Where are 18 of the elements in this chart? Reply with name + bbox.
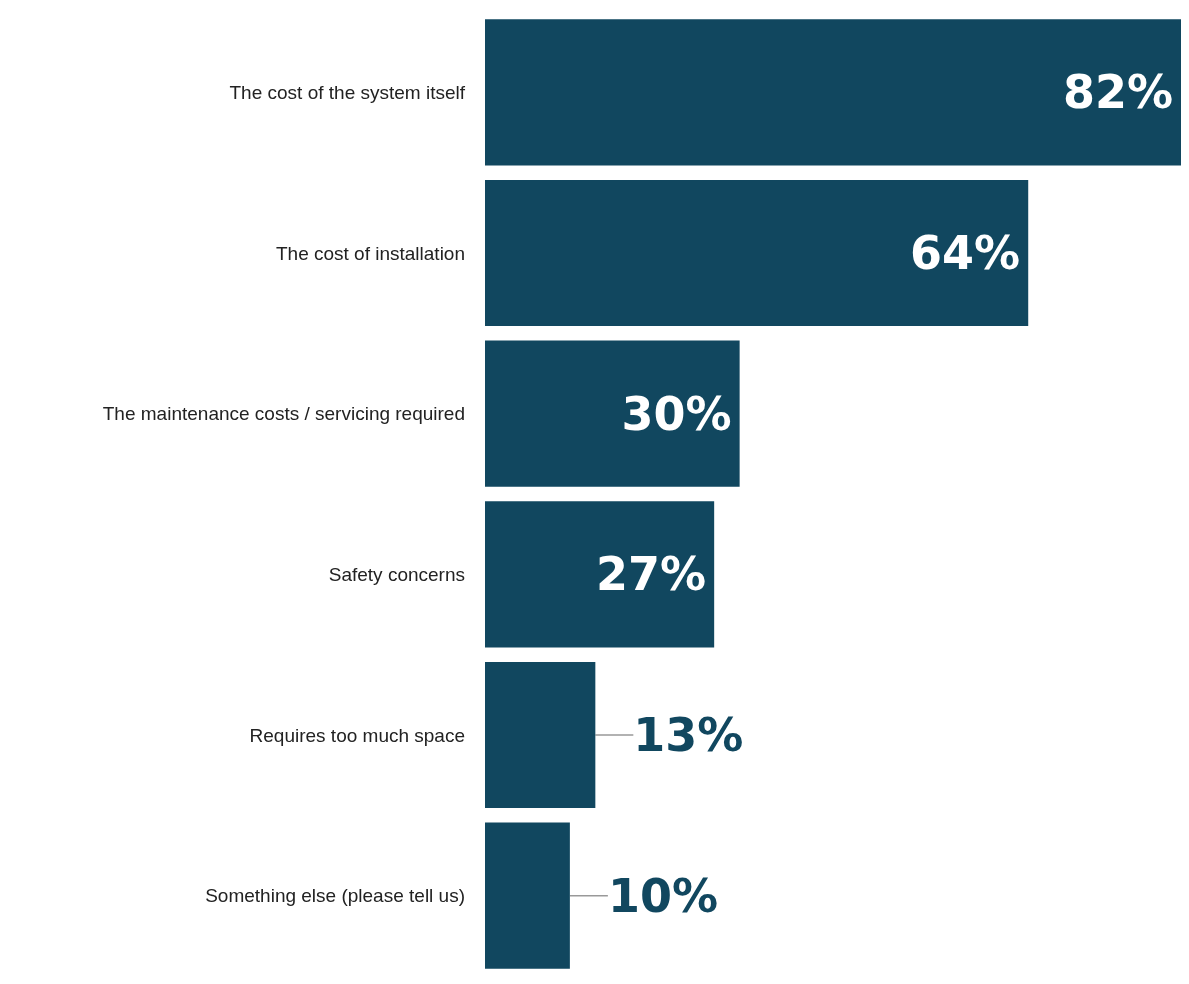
y-tick-label: Something else (please tell us) <box>205 885 465 907</box>
data-label: 64% <box>910 226 1021 280</box>
data-label: 13% <box>633 708 744 762</box>
y-tick-label: The maintenance costs / servicing required <box>102 403 465 425</box>
bar <box>485 340 740 487</box>
bar <box>485 822 570 969</box>
y-tick-label: The cost of the system itself <box>229 81 466 103</box>
bar <box>485 501 715 648</box>
data-label: 82% <box>1062 65 1173 120</box>
bar <box>485 19 1181 166</box>
y-tick-label: Requires too much space <box>249 724 465 746</box>
data-label: 27% <box>596 547 707 602</box>
y-tick-label: The cost of installation <box>275 242 465 264</box>
data-label: 10% <box>607 868 718 923</box>
bar <box>485 661 596 809</box>
y-tick-label: Safety concerns <box>328 563 465 585</box>
bar <box>485 179 1029 327</box>
data-label: 30% <box>621 386 732 441</box>
